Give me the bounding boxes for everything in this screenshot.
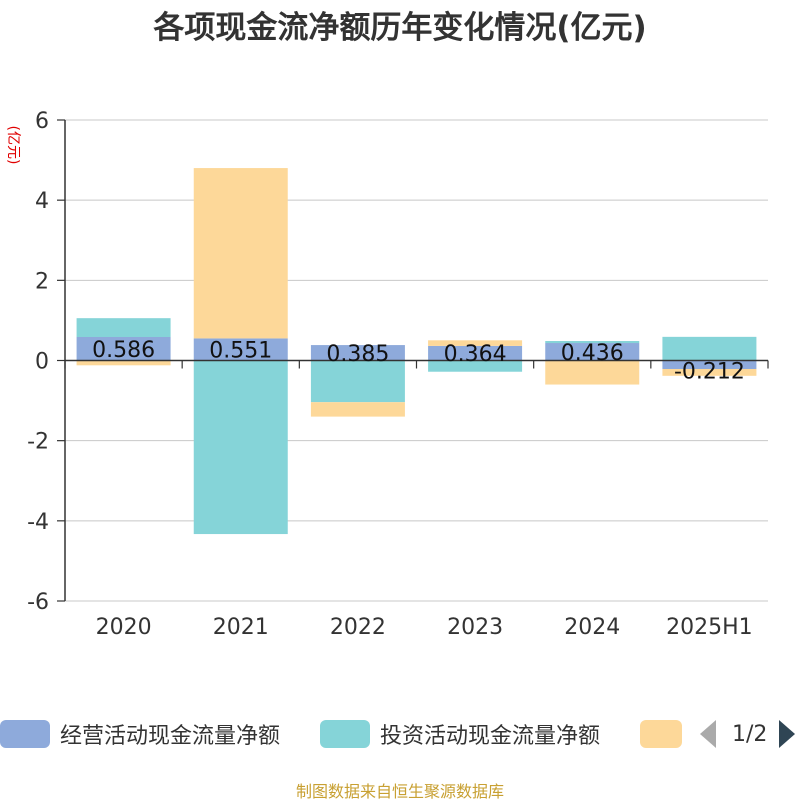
bar-2020-series-1[interactable]	[76, 318, 171, 338]
legend-item-operating[interactable]: 经营活动现金流量净额	[0, 712, 280, 756]
chart-plot: 6 4 2 0 -2 -4 -6 (亿元) 2020 2021 2022 2023 2024 2025H1…	[5, 109, 769, 640]
bar-2020-series-2[interactable]	[76, 360, 171, 366]
bar-2022-series-1[interactable]	[310, 360, 405, 403]
bar-2020-series-0[interactable]	[76, 337, 171, 361]
axes	[57, 119, 769, 602]
y-tick-label: -2	[27, 430, 49, 455]
pager-prev-icon[interactable]	[700, 720, 716, 748]
tick-labels: 6 4 2 0 -2 -4 -6 (亿元) 2020 2021 2022 2023 2024 2025H1	[5, 109, 753, 640]
x-tick-label: 2023	[447, 615, 503, 640]
y-tick-label: 6	[35, 109, 49, 134]
pager-text: 1/2	[732, 721, 768, 747]
bar-2024-series-2[interactable]	[545, 360, 640, 385]
data-label: -0.212	[674, 360, 745, 385]
x-tick-label: 2021	[213, 615, 269, 640]
chart-title: 各项现金流净额历年变化情况(亿元)	[153, 10, 647, 46]
bar-2023-series-1[interactable]	[428, 360, 523, 372]
x-tick-label: 2020	[96, 615, 152, 640]
bar-2023-series-0[interactable]	[428, 345, 523, 361]
data-labels: 0.586 0.551 0.385 0.364 0.436 -0.212	[92, 338, 745, 385]
legend-label-investing: 投资活动现金流量净额	[380, 724, 601, 749]
bar-2023-series-2[interactable]	[428, 340, 523, 346]
bar-2024-series-0[interactable]	[545, 343, 640, 361]
bar-2022-series-2[interactable]	[310, 402, 405, 417]
x-tick-label: 2022	[330, 615, 386, 640]
y-tick-label: -6	[27, 590, 49, 615]
y-tick-label: 4	[35, 189, 49, 214]
x-tick-label: 2025H1	[666, 615, 753, 640]
bar-2022-series-0[interactable]	[310, 345, 405, 361]
bars	[76, 168, 757, 535]
legend-pager: 1/2	[700, 712, 796, 756]
data-label: 0.436	[561, 341, 624, 366]
y-axis-label: (亿元)	[5, 126, 21, 165]
data-label: 0.551	[209, 338, 272, 363]
legend: 经营活动现金流量净额 投资活动现金流量净额 1/2	[0, 712, 800, 756]
bar-2021-series-1[interactable]	[193, 360, 288, 535]
y-tick-label: 0	[35, 350, 49, 375]
x-tick-label: 2024	[564, 615, 620, 640]
source-note: 制图数据来自恒生聚源数据库	[295, 782, 504, 801]
legend-label-operating: 经营活动现金流量净额	[60, 724, 281, 749]
data-label: 0.586	[92, 338, 155, 363]
legend-item-financing[interactable]	[640, 712, 682, 756]
bar-2025H1-series-1[interactable]	[662, 336, 757, 361]
legend-swatch-investing	[320, 720, 370, 748]
legend-swatch-financing	[640, 720, 682, 748]
bar-2024-series-1[interactable]	[545, 341, 640, 344]
legend-swatch-operating	[0, 720, 50, 748]
legend-item-investing[interactable]: 投资活动现金流量净额	[320, 712, 600, 756]
y-tick-label: -4	[27, 510, 49, 535]
y-tick-label: 2	[35, 269, 49, 294]
bar-2025H1-series-2[interactable]	[662, 368, 757, 376]
bar-2025H1-series-0[interactable]	[662, 360, 757, 369]
grid-lines	[65, 119, 768, 602]
data-label: 0.364	[444, 342, 507, 367]
pager-next-icon[interactable]	[779, 720, 796, 748]
bar-2021-series-2[interactable]	[193, 168, 288, 339]
bar-2021-series-0[interactable]	[193, 338, 288, 361]
data-label: 0.385	[326, 342, 389, 367]
